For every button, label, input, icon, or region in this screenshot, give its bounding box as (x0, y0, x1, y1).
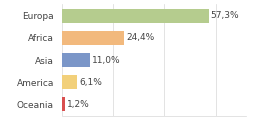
Bar (62, 75, 77, 89)
Text: 11,0%: 11,0% (92, 55, 120, 65)
Text: 6,1%: 6,1% (79, 78, 102, 87)
Bar (62, 97, 65, 111)
Text: 57,3%: 57,3% (211, 11, 239, 20)
Text: 1,2%: 1,2% (67, 100, 90, 109)
Bar (62, 9, 209, 23)
Bar (62, 53, 90, 67)
Bar (62, 31, 124, 45)
Text: 24,4%: 24,4% (126, 33, 155, 42)
